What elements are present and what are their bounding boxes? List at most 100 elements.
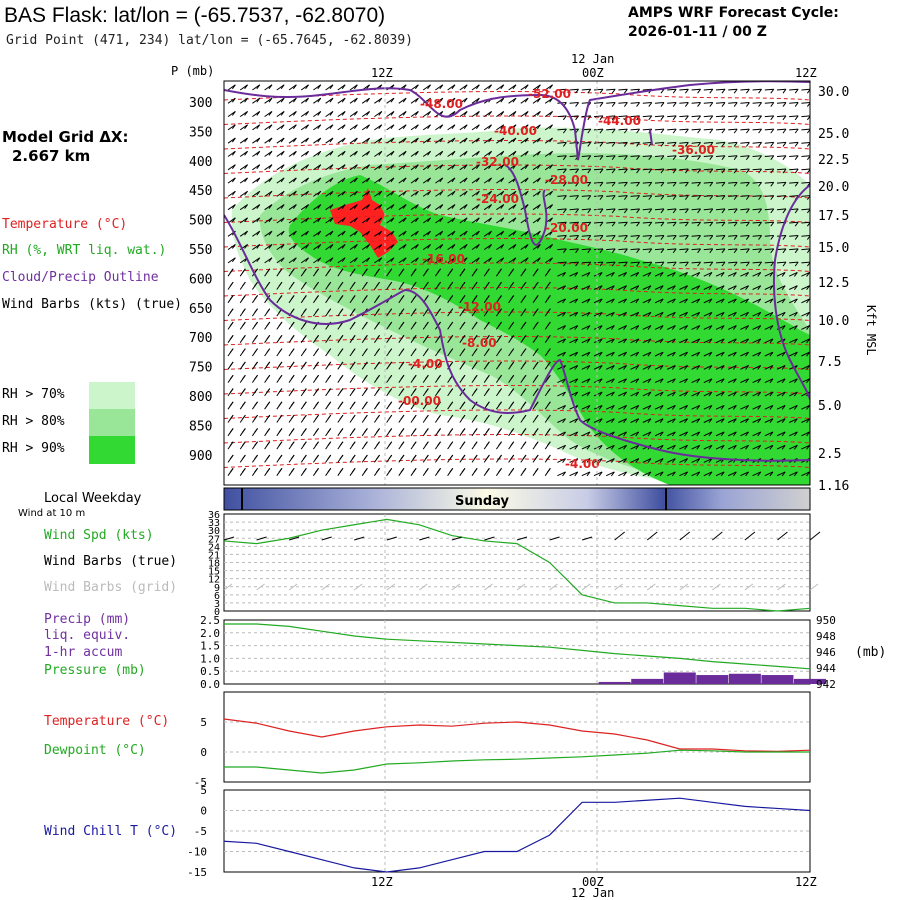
wind-barb <box>447 204 456 211</box>
wind-barb <box>606 168 616 174</box>
wind-barb <box>374 150 383 157</box>
wind-barb <box>508 374 515 383</box>
bottom-time-12z-a: 12Z <box>371 875 393 889</box>
wind-barb <box>593 325 603 330</box>
wind-barb <box>703 444 713 450</box>
wind-barb <box>679 155 689 161</box>
wind-barb <box>313 257 322 264</box>
wind-height-note: Wind at 10 m <box>18 508 86 519</box>
wind-barb <box>251 388 258 397</box>
wind-barb <box>471 281 478 290</box>
wind-barb <box>276 401 283 410</box>
wind-barb <box>544 335 551 343</box>
wind-barb <box>764 141 775 147</box>
wind-barb <box>606 235 616 240</box>
wind-barb <box>374 230 383 237</box>
wind-barb <box>483 454 490 463</box>
wind-barb <box>776 195 787 200</box>
wind-barb <box>447 348 454 357</box>
wind-barb <box>459 361 466 370</box>
wind-barb <box>410 468 417 476</box>
wind-barb <box>569 195 579 200</box>
wind-barb <box>264 177 273 184</box>
cloud-outline <box>224 81 810 462</box>
wind-barb <box>300 441 307 450</box>
wind-barb <box>703 88 714 94</box>
wind-barb <box>654 155 665 161</box>
wind-barb <box>679 458 688 463</box>
wind-barb <box>605 365 615 370</box>
wind-barb <box>801 298 810 304</box>
wind-barb <box>764 404 774 410</box>
wind-barb <box>740 208 750 214</box>
wind-speed-line <box>223 518 811 612</box>
wind-barb <box>691 102 701 107</box>
wind-barb <box>386 454 393 463</box>
wind-barb <box>483 84 492 91</box>
wind-barb <box>752 298 762 304</box>
wind-barb <box>373 401 380 410</box>
wind-barb <box>508 97 517 104</box>
height-tick: 1.16 <box>818 479 849 494</box>
forecast-cycle-label: AMPS WRF Forecast Cycle: <box>628 5 839 21</box>
wind-barb <box>300 230 309 237</box>
wind-barb <box>349 388 356 397</box>
wind-barb <box>459 454 466 463</box>
wind-barb <box>740 155 750 161</box>
wind-barb <box>264 428 271 437</box>
wind-barb <box>495 454 502 463</box>
wind-barb <box>618 195 628 200</box>
wind-barb <box>227 97 236 104</box>
wind-barb <box>361 164 370 171</box>
wind-barb <box>337 388 344 397</box>
wind-barb <box>679 285 688 290</box>
wind-barb <box>764 181 775 187</box>
wind-barb <box>312 414 319 423</box>
wind-barb <box>459 468 466 476</box>
wind-barb <box>483 414 490 423</box>
wind-barb <box>300 217 309 224</box>
wind-barb <box>373 374 380 383</box>
wind-barb <box>361 441 368 450</box>
wind-barb <box>593 391 603 397</box>
wind-barb <box>239 308 246 317</box>
wind-barb <box>581 195 592 200</box>
wind-barb <box>312 361 319 370</box>
wind-barb <box>703 235 714 240</box>
surface-barb <box>386 536 397 541</box>
grid-barb <box>451 583 461 591</box>
wind-barb <box>569 298 579 304</box>
wind-barb <box>337 190 346 197</box>
wind-barb <box>496 177 505 184</box>
wind-barb <box>703 115 714 121</box>
wind-barb <box>520 295 527 304</box>
wind-barb <box>288 401 295 410</box>
wind-barb <box>251 361 258 370</box>
wind-barb <box>581 168 592 174</box>
wind-barb <box>508 268 515 277</box>
wind-barb <box>593 221 604 227</box>
wind-barb <box>654 285 664 290</box>
wind-barb <box>435 244 444 251</box>
surface-barb <box>549 536 560 541</box>
wind-barb <box>630 418 640 423</box>
wind-barb <box>532 335 539 343</box>
wind-barb <box>679 325 688 330</box>
wind-barb <box>300 124 309 131</box>
wind-barb <box>483 374 490 383</box>
precip-ticks: 2.52.01.51.00.50.0 <box>200 614 220 691</box>
wind-barb <box>361 401 368 410</box>
wind-barb <box>605 471 615 477</box>
wind-barb <box>398 388 405 397</box>
wind-barb <box>630 338 640 344</box>
axis-tick: -10 <box>187 846 207 859</box>
wind-barb <box>361 268 368 277</box>
wind-barb <box>483 204 492 211</box>
wind-barb <box>434 414 441 423</box>
wind-barb <box>349 164 358 171</box>
wind-barb <box>752 221 762 227</box>
wind-barb <box>435 150 444 157</box>
wind-barb <box>288 137 297 144</box>
wind-barb <box>422 281 429 290</box>
